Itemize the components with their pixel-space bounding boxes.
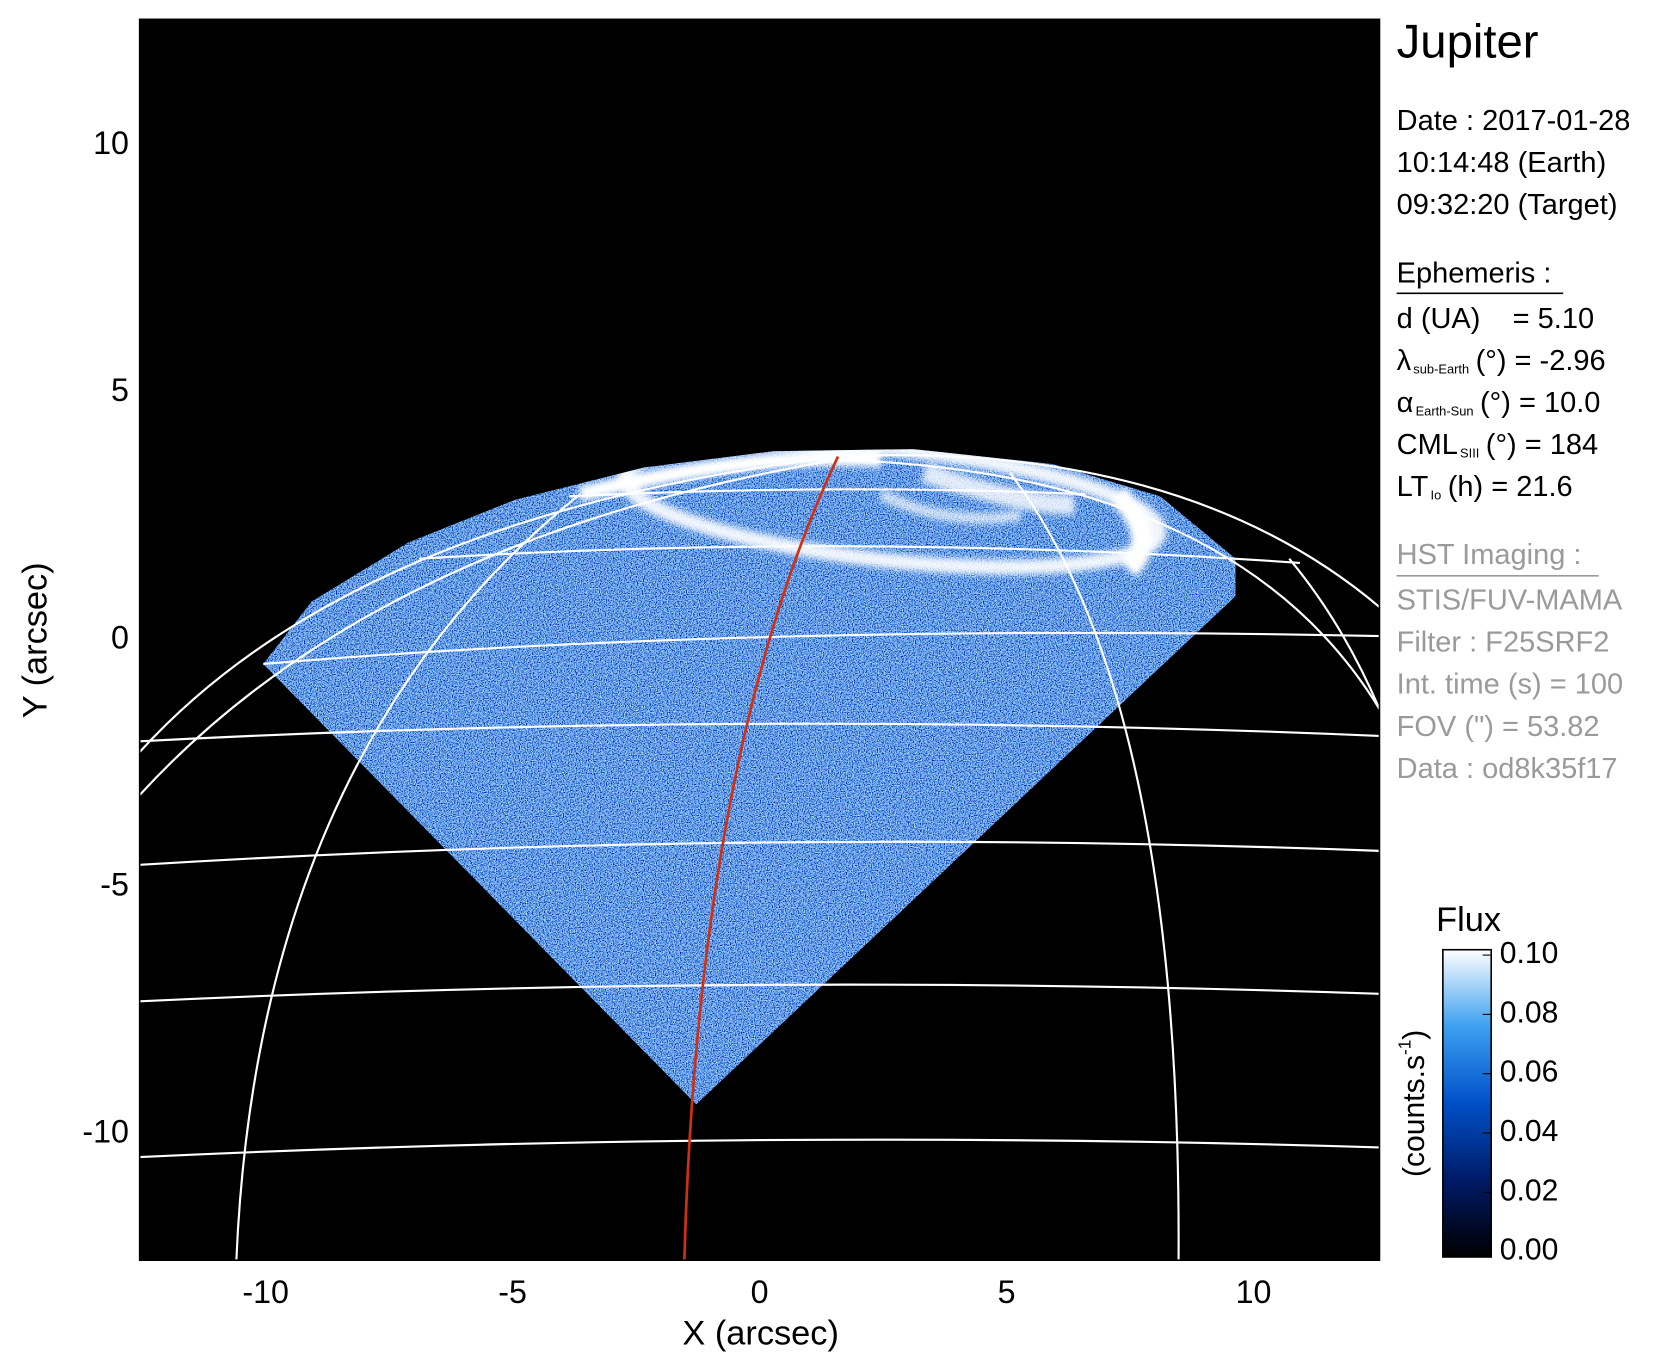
ephemeris-value: (°) = -2.96: [1476, 345, 1606, 377]
ephemeris-line: LT Io (h) = 21.6: [1397, 470, 1573, 502]
date-line: 09:32:20 (Target): [1397, 189, 1618, 221]
ephemeris-line: α Earth-Sun (°) = 10.0: [1397, 387, 1601, 419]
imaging-line: Filter : F25SRF2: [1397, 627, 1610, 659]
x-tick-label: 5: [998, 1274, 1016, 1310]
y-tick-label: -10: [82, 1114, 129, 1150]
central-meridian: [683, 456, 840, 1261]
imaging-line: STIS/FUV-MAMA: [1397, 584, 1623, 616]
x-axis-label: X (arcsec): [682, 1314, 839, 1352]
ephemeris-sub: Io: [1431, 488, 1442, 503]
imaging-heading: HST Imaging :: [1397, 539, 1582, 571]
x-tick-label: 0: [751, 1274, 769, 1310]
imaging-line: Int. time (s) = 100: [1397, 669, 1623, 701]
colorbar-label-sup: -1: [1394, 1040, 1414, 1055]
x-tick-label: -5: [498, 1274, 527, 1310]
aurora: [578, 449, 1167, 577]
ephemeris-label: CML: [1397, 429, 1458, 461]
ephemeris-sub: Earth-Sun: [1416, 404, 1474, 419]
imaging-line: Data : od8k35f17: [1397, 753, 1618, 785]
ephemeris-label: λ: [1397, 345, 1412, 377]
ephemeris-line: λ sub-Earth (°) = -2.96: [1397, 345, 1606, 377]
colorbar-tick-label: 0.00: [1500, 1234, 1559, 1267]
colorbar-tick-label: 0.10: [1500, 937, 1559, 970]
ephemeris-label: d (UA): [1397, 303, 1481, 335]
colorbar-label-text: (counts.s: [1398, 1055, 1431, 1177]
title: Jupiter: [1397, 16, 1539, 69]
colorbar-title: Flux: [1436, 901, 1501, 939]
ephemeris-value: = 5.10: [1513, 303, 1594, 335]
y-tick-label: 0: [111, 619, 129, 655]
y-axis-label: Y (arcsec): [17, 562, 55, 718]
ephemeris-value: (h) = 21.6: [1448, 470, 1573, 502]
colorbar-tick-label: 0.04: [1500, 1115, 1559, 1148]
colorbar-tick-label: 0.08: [1500, 996, 1559, 1029]
colorbar-label-end: ): [1398, 1030, 1431, 1040]
y-tick-label: -5: [100, 866, 129, 902]
y-tick-label: 5: [111, 372, 129, 408]
date-line: 10:14:48 (Earth): [1397, 147, 1607, 179]
ephemeris-line: d (UA) = 5.10: [1397, 303, 1594, 335]
colorbar-tick-label: 0.06: [1500, 1056, 1559, 1089]
x-tick-label: -10: [242, 1274, 289, 1310]
planet-grid: [139, 454, 1380, 1261]
ephemeris-label: α: [1397, 387, 1414, 419]
ephemeris-value: (°) = 184: [1486, 429, 1598, 461]
ephemeris-heading: Ephemeris :: [1397, 258, 1552, 290]
date-line: Date : 2017-01-28: [1397, 105, 1631, 137]
ephemeris-label: LT: [1397, 470, 1429, 502]
ephemeris-line: CML SIII (°) = 184: [1397, 429, 1599, 461]
ephemeris-sub: SIII: [1460, 446, 1479, 461]
colorbar-label: (counts.s-1): [1394, 1030, 1431, 1177]
colorbar: [1442, 948, 1493, 1258]
x-tick-label: 10: [1236, 1274, 1272, 1310]
imaging-line: FOV (") = 53.82: [1397, 711, 1600, 743]
y-tick-label: 10: [93, 125, 129, 161]
colorbar-tick-label: 0.02: [1500, 1174, 1559, 1207]
ephemeris-sub: sub-Earth: [1413, 362, 1469, 377]
ephemeris-value: (°) = 10.0: [1480, 387, 1600, 419]
